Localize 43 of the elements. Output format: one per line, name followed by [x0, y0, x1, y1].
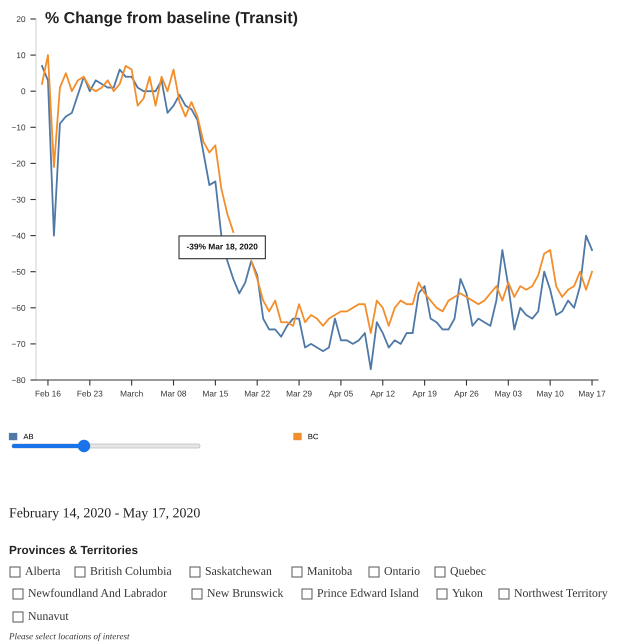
- x-tick-label: Apr 19: [412, 390, 436, 398]
- x-tick-label: Mar 15: [203, 390, 228, 397]
- annotation: -39% Mar 18, 2020: [186, 244, 258, 251]
- text: British Columbia: [90, 566, 172, 575]
- chart-title: % Change from baseline (Transit): [45, 12, 298, 26]
- text: Yukon: [452, 588, 483, 597]
- y-tick-label: −20: [12, 160, 26, 166]
- text: Prince Edward Island: [317, 588, 418, 597]
- text: February 14, 2020 - May 17, 2020: [9, 508, 200, 520]
- y-tick-label: −10: [12, 124, 26, 130]
- x-tick-label: Apr 26: [454, 390, 478, 398]
- x-tick-label: May 17: [579, 390, 606, 398]
- y-tick-label: −60: [12, 305, 26, 311]
- y-tick-label: −80: [12, 377, 26, 384]
- text: Quebec: [450, 566, 486, 577]
- line-series: [41, 65, 593, 370]
- x-tick-label: Mar 22: [244, 390, 270, 397]
- x-tick-label: May 10: [537, 390, 564, 398]
- text: New Brunswick: [207, 588, 284, 597]
- text: Nunavut: [28, 612, 69, 620]
- y-tick-label: −30: [12, 196, 26, 203]
- y-tick-label: 20: [16, 16, 26, 22]
- y-tick-label: 0: [21, 88, 26, 94]
- text: Ontario: [384, 567, 420, 575]
- text: Manitoba: [307, 566, 352, 575]
- x-tick-label: May 03: [495, 390, 522, 398]
- x-tick-label: March: [120, 390, 143, 397]
- y-tick-label: −50: [12, 268, 26, 275]
- y-tick-label: −70: [12, 341, 26, 347]
- text: Alberta: [25, 566, 60, 575]
- text: Provinces & Territories: [10, 545, 138, 554]
- x-tick-label: Mar 29: [286, 390, 312, 397]
- text: Newfoundland And Labrador: [28, 588, 167, 597]
- y-tick-label: 10: [16, 52, 26, 58]
- x-tick-label: Feb 23: [78, 390, 102, 397]
- x-tick-label: Apr 12: [370, 390, 395, 398]
- text: Saskatchewan: [206, 566, 272, 575]
- x-tick-label: Feb 16: [36, 390, 61, 397]
- text: Please select locations of interest: [8, 632, 130, 642]
- text: Northwest Territory: [514, 588, 608, 600]
- y-tick-label: −40: [12, 232, 26, 239]
- x-tick-label: Mar 08: [161, 390, 186, 397]
- x-tick-label: Apr 05: [328, 390, 353, 398]
